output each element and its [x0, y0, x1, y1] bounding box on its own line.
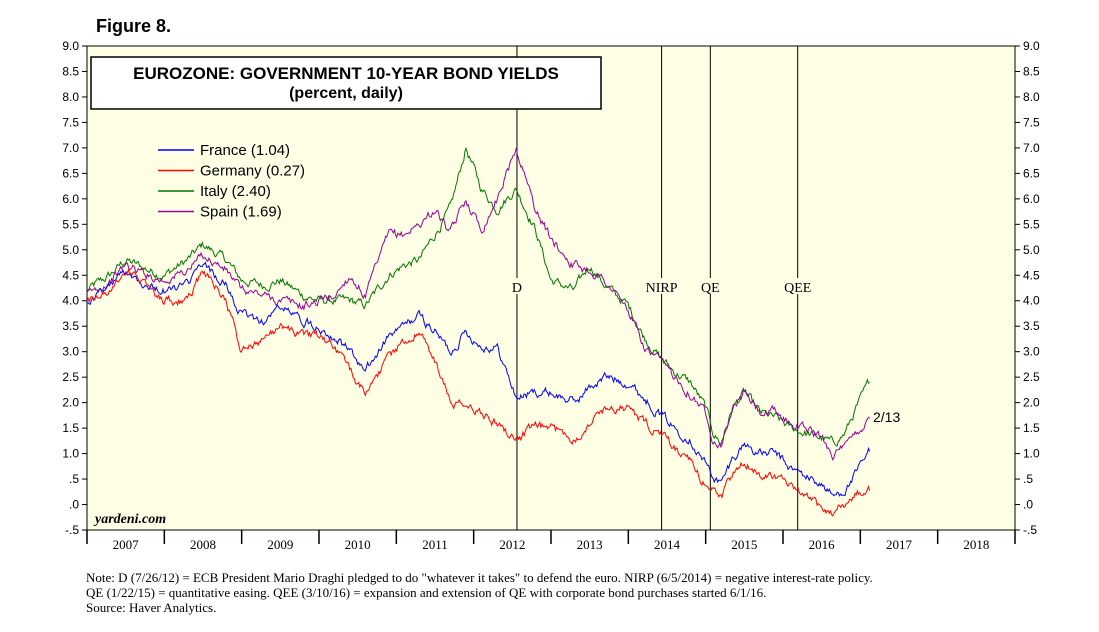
event-label: D	[512, 281, 522, 296]
end-date-annotation: 2/13	[873, 409, 900, 425]
y-tick-label-right: 3.5	[1023, 319, 1040, 333]
y-tick-label-left: 5.0	[62, 243, 79, 257]
x-tick-label: 2014	[654, 537, 681, 552]
y-tick-label-right: .0	[1023, 498, 1033, 512]
y-tick-label-right: 6.0	[1023, 192, 1040, 206]
y-tick-label-right: 8.0	[1023, 90, 1040, 104]
y-tick-label-right: 1.5	[1023, 421, 1040, 435]
note-line: Note: D (7/26/12) = ECB President Mario …	[86, 570, 873, 585]
y-tick-label-left: -.5	[65, 523, 79, 537]
legend-label: Italy (2.40)	[200, 183, 271, 200]
series-line-italy	[86, 146, 870, 447]
legend: France (1.04) Germany (0.27) Italy (2.40) S…	[158, 142, 305, 221]
x-tick-label: 2013	[577, 537, 603, 552]
y-tick-label-left: 2.5	[62, 370, 79, 384]
event-label: QEE	[784, 281, 811, 296]
y-tick-label-right: 5.0	[1023, 243, 1040, 257]
y-tick-label-right: 2.5	[1023, 370, 1040, 384]
y-tick-label-left: 9.0	[62, 39, 79, 53]
y-tick-label-left: 1.5	[62, 421, 79, 435]
x-tick-label: 2011	[422, 537, 448, 552]
legend-label: Spain (1.69)	[200, 204, 282, 221]
event-label-bg	[637, 278, 686, 294]
note-line: Source: Haver Analytics.	[86, 600, 217, 615]
notes: Note: D (7/26/12) = ECB President Mario …	[86, 570, 1086, 615]
title-box: EUROZONE: GOVERNMENT 10-YEAR BOND YIELDS…	[90, 56, 602, 110]
y-tick-label-right: 4.0	[1023, 294, 1040, 308]
event-label-bg	[778, 278, 817, 294]
y-tick-label-right: 7.5	[1023, 115, 1040, 129]
plot-background	[86, 45, 1016, 531]
series-line-germany	[86, 268, 871, 517]
y-tick-label-left: 4.5	[62, 268, 79, 282]
y-tick-label-left: 3.5	[62, 319, 79, 333]
event-label-bg	[507, 278, 526, 294]
event-label: QE	[701, 281, 720, 296]
x-tick-label: 2015	[731, 537, 757, 552]
y-tick-label-right: 3.0	[1023, 345, 1040, 359]
x-tick-label: 2012	[499, 537, 525, 552]
y-tick-label-right: 6.5	[1023, 166, 1040, 180]
y-tick-label-left: 4.0	[62, 294, 79, 308]
chart-subtitle: (percent, daily)	[289, 85, 403, 102]
series-line-spain	[86, 147, 870, 461]
y-tick-label-left: 7.0	[62, 141, 79, 155]
figure-label: Figure 8.	[96, 16, 172, 36]
y-tick-label-left: 8.0	[62, 90, 79, 104]
legend-label: France (1.04)	[200, 142, 290, 159]
y-tick-label-right: 5.5	[1023, 217, 1040, 231]
x-tick-label: 2010	[345, 537, 371, 552]
note-line: QE (1/22/15) = quantitative easing. QEE …	[86, 585, 767, 600]
y-tick-label-left: 6.0	[62, 192, 79, 206]
legend-label: Germany (0.27)	[200, 163, 305, 180]
x-tick-label: 2009	[267, 537, 293, 552]
chart-title: EUROZONE: GOVERNMENT 10-YEAR BOND YIELDS	[133, 64, 559, 83]
y-tick-label-right: 9.0	[1023, 39, 1040, 53]
event-label: NIRP	[646, 281, 678, 296]
y-tick-label-left: .5	[69, 472, 79, 486]
y-tick-label-right: .5	[1023, 472, 1033, 486]
y-tick-label-right: 1.0	[1023, 447, 1040, 461]
y-tick-label-right: 4.5	[1023, 268, 1040, 282]
series-line-france	[87, 261, 871, 497]
watermark: yardeni.com	[93, 512, 166, 527]
x-tick-label: 2018	[963, 537, 989, 552]
y-tick-label-left: .0	[69, 498, 79, 512]
x-tick-label: 2007	[113, 537, 140, 552]
x-tick-label: 2008	[190, 537, 216, 552]
y-tick-label-right: 8.5	[1023, 64, 1040, 78]
y-tick-label-left: 8.5	[62, 64, 79, 78]
y-tick-label-left: 1.0	[62, 447, 79, 461]
y-tick-label-left: 7.5	[62, 115, 79, 129]
y-tick-label-left: 3.0	[62, 345, 79, 359]
y-tick-label-left: 5.5	[62, 217, 79, 231]
y-tick-label-left: 2.0	[62, 396, 79, 410]
x-tick-label: 2017	[886, 537, 913, 552]
event-label-bg	[696, 278, 725, 294]
y-tick-label-left: 6.5	[62, 166, 79, 180]
x-tick-label: 2016	[809, 537, 836, 552]
y-tick-label-right: 7.0	[1023, 141, 1040, 155]
y-tick-label-right: -.5	[1023, 523, 1037, 537]
y-tick-label-right: 2.0	[1023, 396, 1040, 410]
